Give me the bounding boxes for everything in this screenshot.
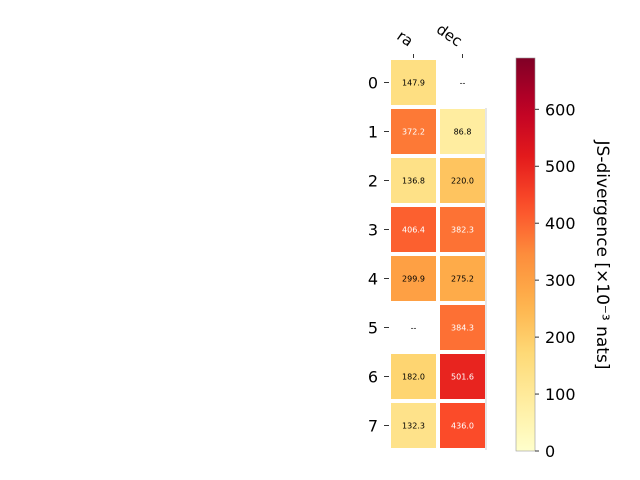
- cb-tick-label-300: 300: [545, 271, 576, 290]
- cell-label-4-dec: 275.2: [451, 275, 474, 284]
- colorbar: [515, 57, 536, 452]
- cell-7-ra: [389, 401, 438, 450]
- cell-label-7-dec: 436.0: [451, 422, 474, 431]
- cell-label-1-dec: 86.8: [454, 128, 472, 137]
- col-label-dec: dec: [433, 20, 465, 50]
- cell-5-dec: [438, 303, 487, 352]
- heatmap-cells: 147.9 -- 372.2 86.8 136.8 220.0 406.4 382.3 299.…: [389, 58, 487, 450]
- colorbar-ticks: 0 100 200 300 400 500 600: [535, 100, 576, 461]
- cell-label-7-ra: 132.3: [402, 422, 425, 431]
- cell-label-3-dec: 382.3: [451, 226, 474, 235]
- row-label-4: 4: [368, 270, 378, 289]
- cell-1-ra: [389, 107, 438, 156]
- cell-2-dec: [438, 156, 487, 205]
- row-label-2: 2: [368, 172, 378, 191]
- column-labels: ra dec: [394, 20, 466, 58]
- cb-tick-label-400: 400: [545, 214, 576, 233]
- cell-3-dec: [438, 205, 487, 254]
- col-label-ra: ra: [394, 27, 417, 51]
- row-label-0: 0: [368, 74, 378, 93]
- cell-1-dec: [438, 107, 487, 156]
- cell-2-ra: [389, 156, 438, 205]
- cb-tick-label-600: 600: [545, 100, 576, 119]
- cell-missing-5-ra: --: [411, 324, 417, 333]
- cell-label-2-dec: 220.0: [451, 177, 474, 186]
- cb-tick-label-0: 0: [545, 442, 555, 461]
- cell-label-1-ra: 372.2: [402, 128, 425, 137]
- row-labels: 0 1 2 3 4 5 6 7: [368, 74, 389, 436]
- cell-6-ra: [389, 352, 438, 401]
- cell-3-ra: [389, 205, 438, 254]
- row-label-3: 3: [368, 221, 378, 240]
- cell-0-ra: [389, 58, 438, 107]
- colorbar-label: JS-divergence [×10⁻³ nats]: [592, 140, 612, 370]
- cell-label-6-dec: 501.6: [451, 373, 474, 382]
- cell-label-5-dec: 384.3: [451, 324, 474, 333]
- row-label-1: 1: [368, 123, 378, 142]
- row-label-5: 5: [368, 319, 378, 338]
- cell-label-0-ra: 147.9: [402, 79, 425, 88]
- row-label-6: 6: [368, 368, 378, 387]
- cell-7-dec: [438, 401, 487, 450]
- cell-4-ra: [389, 254, 438, 303]
- cb-tick-label-100: 100: [545, 385, 576, 404]
- cb-tick-label-500: 500: [545, 157, 576, 176]
- cb-tick-label-200: 200: [545, 328, 576, 347]
- cell-4-dec: [438, 254, 487, 303]
- cell-missing-0-dec: --: [460, 79, 466, 88]
- cell-label-3-ra: 406.4: [402, 226, 425, 235]
- cell-label-4-ra: 299.9: [402, 275, 425, 284]
- cell-label-6-ra: 182.0: [402, 373, 425, 382]
- row-label-7: 7: [368, 417, 378, 436]
- cell-label-2-ra: 136.8: [402, 177, 425, 186]
